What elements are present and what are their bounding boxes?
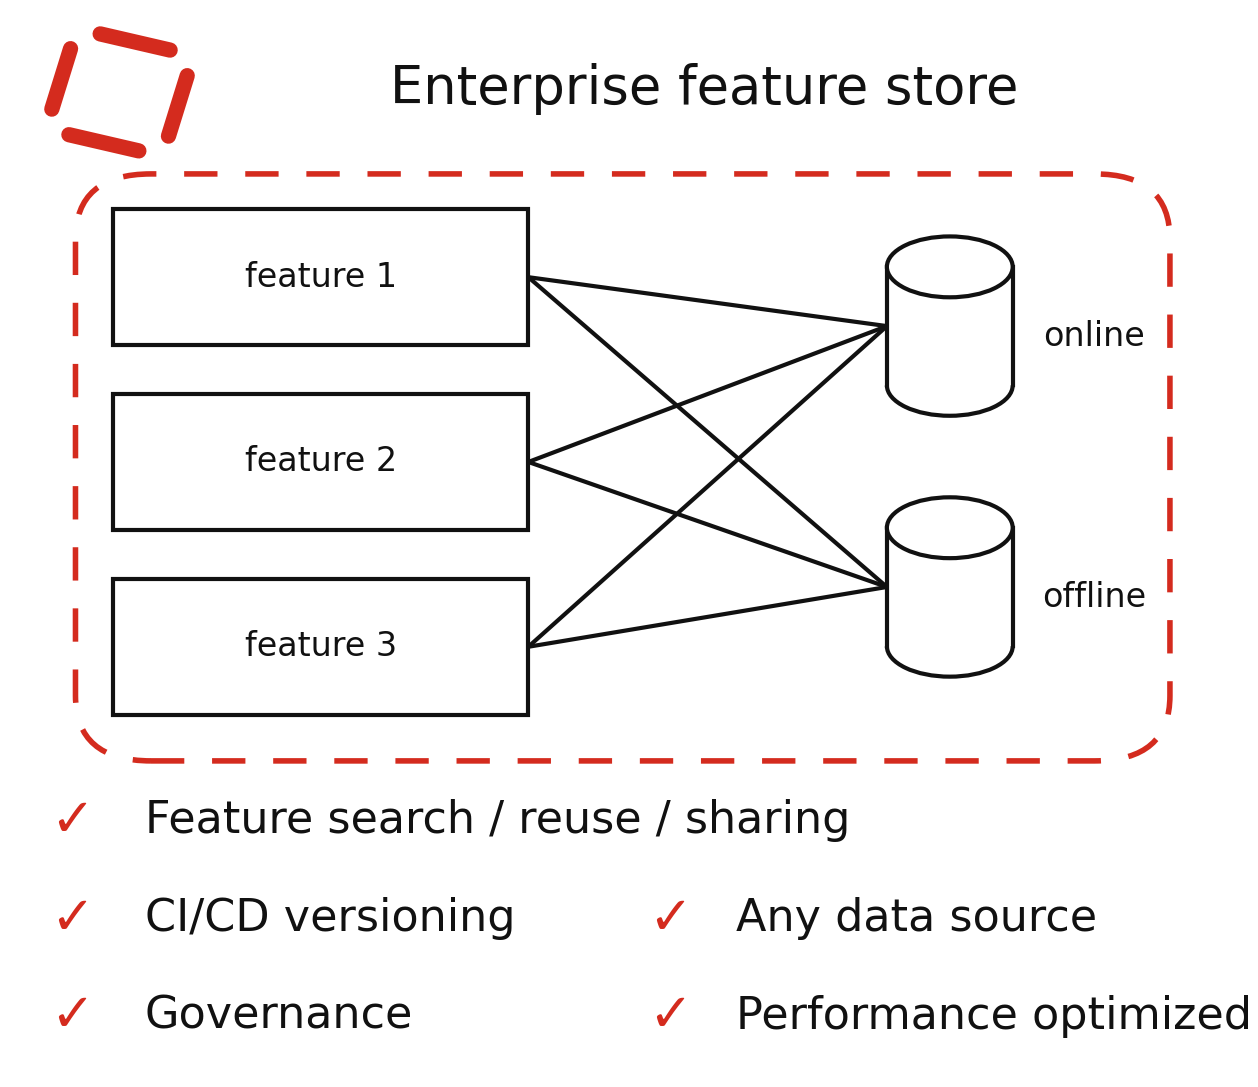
Text: ✓: ✓	[50, 795, 94, 847]
Ellipse shape	[887, 498, 1013, 559]
Text: ✓: ✓	[648, 892, 692, 945]
Text: ✓: ✓	[50, 990, 94, 1042]
Text: ✓: ✓	[50, 892, 94, 945]
Text: Enterprise feature store: Enterprise feature store	[390, 63, 1019, 115]
Text: Performance optimized: Performance optimized	[736, 995, 1252, 1038]
Text: online: online	[1044, 321, 1145, 353]
Text: Governance: Governance	[145, 995, 413, 1038]
FancyBboxPatch shape	[113, 395, 528, 530]
Polygon shape	[887, 528, 1013, 646]
Text: Any data source: Any data source	[736, 897, 1097, 940]
Text: CI/CD versioning: CI/CD versioning	[145, 897, 516, 940]
Polygon shape	[887, 267, 1013, 386]
FancyBboxPatch shape	[113, 210, 528, 346]
Ellipse shape	[887, 237, 1013, 298]
Text: offline: offline	[1043, 582, 1146, 614]
Text: Feature search / reuse / sharing: Feature search / reuse / sharing	[145, 799, 850, 842]
Text: ✓: ✓	[648, 990, 692, 1042]
Text: feature 2: feature 2	[244, 446, 398, 478]
Text: feature 1: feature 1	[245, 261, 396, 293]
FancyBboxPatch shape	[113, 578, 528, 715]
Text: feature 3: feature 3	[245, 630, 396, 663]
